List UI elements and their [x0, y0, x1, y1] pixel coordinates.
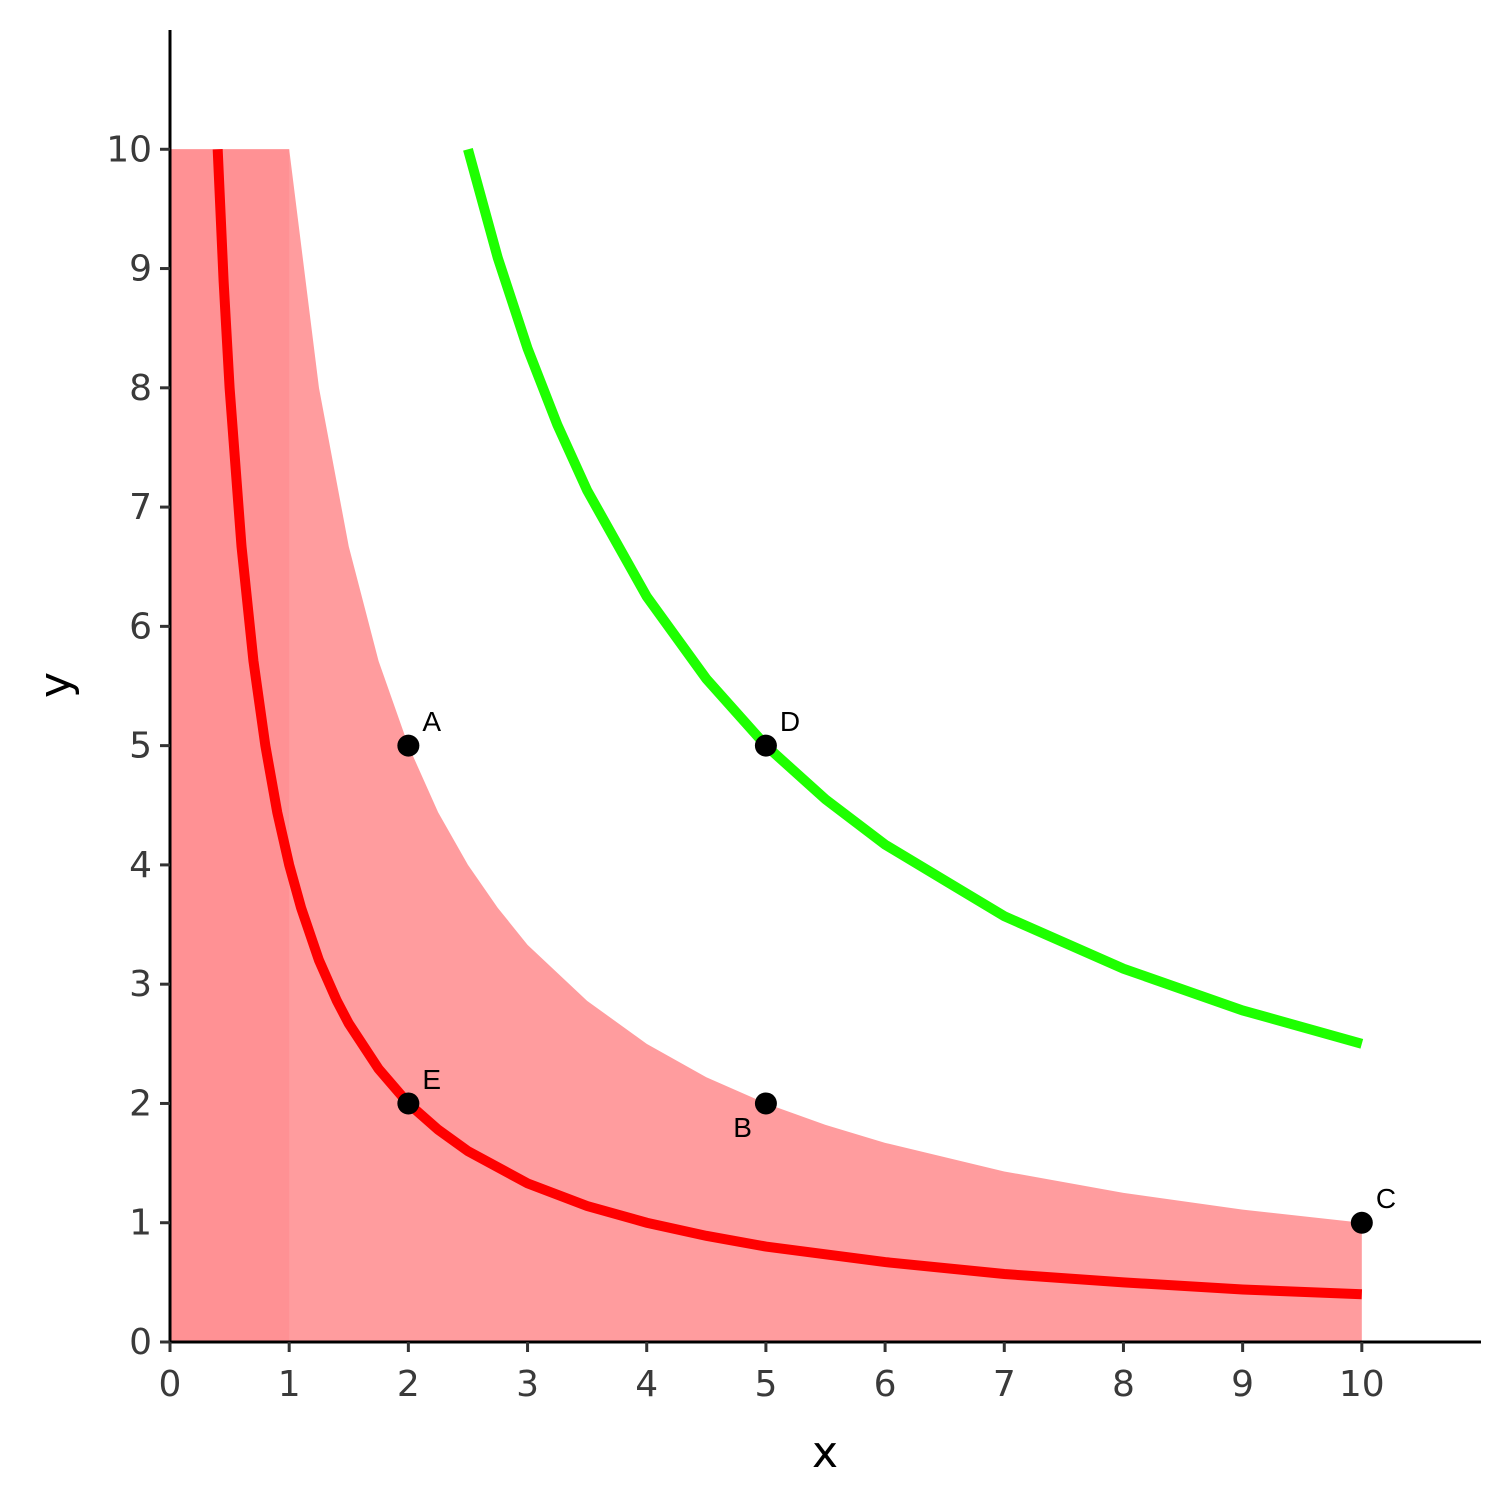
point-label: A: [422, 706, 441, 737]
y-tick-label: 4: [129, 845, 152, 886]
point-label: C: [1376, 1183, 1396, 1214]
y-tick-label: 7: [129, 487, 152, 528]
x-tick-label: 6: [874, 1364, 897, 1405]
point-label: E: [422, 1064, 441, 1095]
x-tick-label: 8: [1112, 1364, 1135, 1405]
x-tick-label: 0: [159, 1364, 182, 1405]
x-tick-label: 10: [1339, 1364, 1385, 1405]
y-tick-label: 9: [129, 249, 152, 290]
y-tick-label: 0: [129, 1322, 152, 1363]
x-tick-label: 9: [1231, 1364, 1254, 1405]
x-tick-label: 2: [397, 1364, 420, 1405]
point-label: D: [780, 706, 800, 737]
y-tick-label: 8: [129, 368, 152, 409]
x-tick-label: 7: [993, 1364, 1016, 1405]
point: [754, 734, 777, 757]
point: [397, 1092, 420, 1115]
point: [754, 1092, 777, 1115]
y-tick-label: 5: [129, 726, 152, 767]
x-tick-label: 1: [278, 1364, 301, 1405]
x-axis-title: x: [812, 1427, 838, 1478]
y-tick-label: 3: [129, 964, 152, 1005]
curve: [212, 149, 1363, 1300]
y-tick-label: 10: [106, 129, 152, 170]
point-label: B: [733, 1112, 752, 1143]
area: [170, 149, 1362, 1343]
y-axis-title: y: [30, 672, 81, 698]
y-tick-label: 6: [129, 606, 152, 647]
area: [170, 149, 290, 1343]
x-tick-label: 3: [516, 1364, 539, 1405]
y-tick-label: 2: [129, 1083, 152, 1124]
y-tick-label: 1: [129, 1203, 152, 1244]
point: [397, 734, 420, 757]
point: [1350, 1211, 1373, 1234]
curve: [463, 147, 1364, 1049]
x-tick-label: 4: [635, 1364, 658, 1405]
x-tick-label: 5: [754, 1364, 777, 1405]
